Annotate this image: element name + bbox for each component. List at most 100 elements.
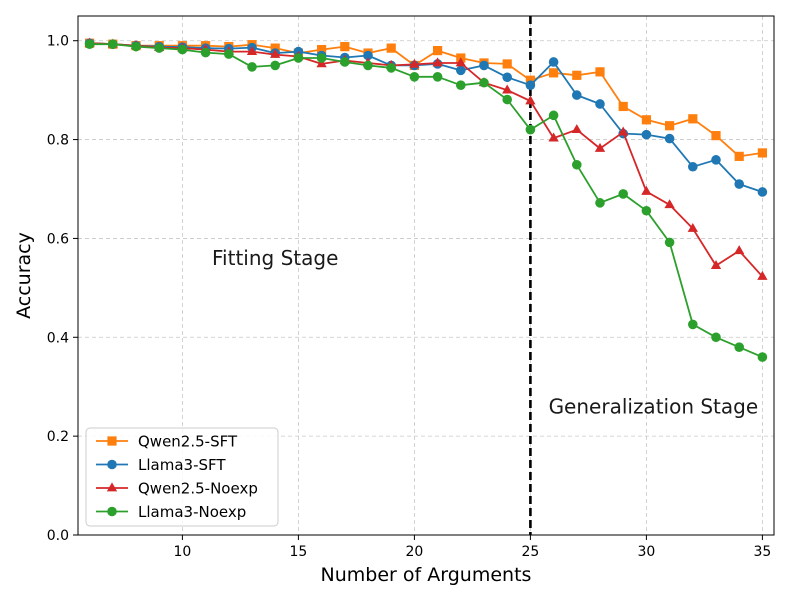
data-point-qwen2-5-sft <box>433 46 443 56</box>
data-point-qwen2-5-sft <box>317 45 327 55</box>
data-point-qwen2-5-sft <box>734 151 744 161</box>
data-point-llama3-sft <box>363 50 373 61</box>
data-point-llama3-sft <box>641 129 652 140</box>
data-point-qwen2-5-sft <box>757 148 767 158</box>
legend-swatch-marker <box>106 482 118 492</box>
data-point-qwen2-5-noexp <box>246 45 258 55</box>
data-point-qwen2-5-noexp <box>710 260 722 269</box>
y-tick-label: 0.4 <box>47 330 69 346</box>
data-point-llama3-sft <box>548 57 559 67</box>
data-point-llama3-noexp <box>224 49 234 59</box>
data-point-qwen2-5-sft <box>549 68 559 78</box>
data-point-llama3-noexp <box>525 124 536 135</box>
data-point-llama3-noexp <box>548 110 559 121</box>
legend-item-llama3-sft: Llama3-SFT <box>96 456 226 474</box>
data-point-llama3-noexp <box>386 63 397 73</box>
y-tick-label: 0.0 <box>47 528 69 544</box>
data-point-llama3-noexp <box>757 352 768 362</box>
data-point-qwen2-5-sft <box>386 43 396 53</box>
data-point-qwen2-5-noexp <box>525 95 536 105</box>
data-point-llama3-noexp <box>84 39 95 49</box>
legend-item-qwen2-5-sft: Qwen2.5-SFT <box>96 433 238 451</box>
data-point-llama3-noexp <box>595 198 605 208</box>
data-point-llama3-sft <box>525 80 536 90</box>
data-point-qwen2-5-noexp <box>502 84 513 94</box>
data-point-llama3-noexp <box>734 342 744 352</box>
data-point-llama3-noexp <box>456 80 466 90</box>
x-tick-label: 20 <box>405 544 423 560</box>
data-point-llama3-noexp <box>502 94 512 105</box>
data-point-qwen2-5-noexp <box>571 124 582 134</box>
x-tick-label: 35 <box>753 544 771 560</box>
x-axis-title: Number of Arguments <box>321 564 532 586</box>
data-point-qwen2-5-noexp <box>432 57 443 67</box>
data-point-qwen2-5-noexp <box>687 222 698 232</box>
data-point-llama3-sft <box>664 133 675 144</box>
data-point-qwen2-5-noexp <box>594 142 606 152</box>
data-point-llama3-noexp <box>664 237 675 248</box>
data-point-llama3-noexp <box>247 62 257 72</box>
legend-swatch-marker <box>107 506 117 517</box>
data-point-qwen2-5-sft <box>502 59 512 69</box>
data-point-qwen2-5-noexp <box>316 58 327 68</box>
data-point-qwen2-5-noexp <box>270 48 281 58</box>
data-point-llama3-sft <box>757 187 768 197</box>
data-point-llama3-noexp <box>641 205 652 216</box>
fitting-stage-annotation: Fitting Stage <box>212 246 338 270</box>
x-tick-label: 15 <box>289 544 307 560</box>
data-point-llama3-noexp <box>270 60 281 71</box>
legend-swatch-marker <box>107 459 117 470</box>
ticks: 10 15 20 25 30 35 0.0 0.2 0.4 0.6 0.8 1.0 <box>47 34 772 560</box>
legend-item-llama3-noexp: Llama3-Noexp <box>96 503 246 521</box>
data-point-qwen2-5-sft <box>595 67 605 77</box>
data-point-llama3-sft <box>711 155 721 165</box>
data-point-qwen2-5-noexp <box>548 132 559 142</box>
data-point-qwen2-5-sft <box>525 75 535 85</box>
legend-swatch-marker <box>107 436 117 446</box>
data-point-qwen2-5-sft <box>270 43 280 53</box>
data-point-llama3-noexp <box>340 57 350 67</box>
data-point-llama3-noexp <box>131 41 141 52</box>
legend-label: Qwen2.5-SFT <box>138 433 238 451</box>
data-point-qwen2-5-sft <box>641 115 651 125</box>
data-point-llama3-noexp <box>316 53 327 63</box>
data-point-qwen2-5-sft <box>665 121 675 131</box>
data-point-llama3-sft <box>734 179 744 189</box>
data-point-qwen2-5-sft <box>572 70 582 80</box>
y-tick-label: 0.8 <box>47 133 69 149</box>
data-point-llama3-noexp <box>432 71 443 82</box>
generalization-stage-annotation: Generalization Stage <box>549 394 759 418</box>
y-tick-label: 0.2 <box>47 429 69 445</box>
data-point-qwen2-5-noexp <box>409 58 420 68</box>
y-tick-label: 1.0 <box>47 34 69 50</box>
data-point-qwen2-5-noexp <box>664 199 675 209</box>
legend: Qwen2.5-SFT Llama3-SFT Qwen2.5-Noexp Llama3… <box>85 427 279 527</box>
data-point-llama3-noexp <box>711 332 721 343</box>
data-point-llama3-noexp <box>479 77 489 88</box>
data-point-llama3-sft <box>572 90 582 100</box>
data-point-llama3-sft <box>502 72 512 83</box>
data-point-llama3-sft <box>688 161 698 172</box>
data-point-llama3-noexp <box>200 47 211 58</box>
data-point-llama3-sft <box>595 99 605 109</box>
legend-label: Qwen2.5-Noexp <box>138 480 258 498</box>
legend-label: Llama3-SFT <box>138 456 226 474</box>
plot-frame <box>77 15 775 536</box>
series-llama3-noexp <box>84 39 768 362</box>
data-point-llama3-noexp <box>177 44 188 55</box>
data-point-llama3-noexp <box>154 43 164 53</box>
data-point-llama3-noexp <box>572 159 582 170</box>
data-point-qwen2-5-sft <box>618 101 628 112</box>
data-point-llama3-noexp <box>409 71 420 82</box>
legend-label: Llama3-Noexp <box>138 503 246 521</box>
data-point-llama3-noexp <box>108 39 118 49</box>
data-point-qwen2-5-noexp <box>641 185 652 195</box>
legend-item-qwen2-5-noexp: Qwen2.5-Noexp <box>96 480 258 498</box>
data-point-qwen2-5-sft <box>340 42 350 52</box>
data-point-qwen2-5-noexp <box>757 270 768 280</box>
x-tick-label: 30 <box>637 544 655 560</box>
data-point-qwen2-5-sft <box>711 131 721 141</box>
data-point-llama3-sft <box>479 60 489 71</box>
x-tick-label: 10 <box>173 544 191 560</box>
